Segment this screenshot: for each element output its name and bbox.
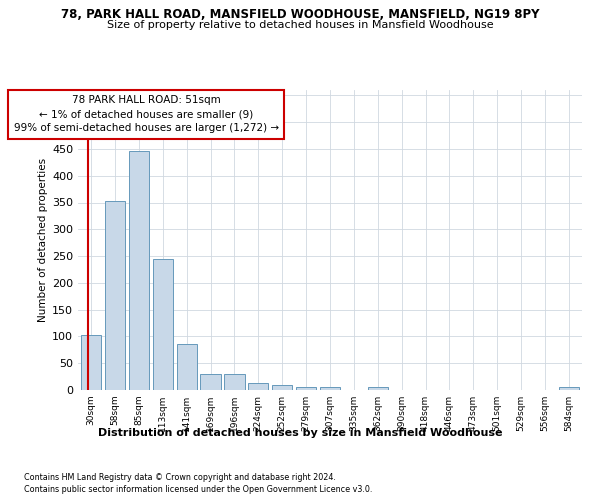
Bar xyxy=(176,344,197,390)
Bar xyxy=(200,374,221,390)
Bar xyxy=(129,150,149,390)
Text: Distribution of detached houses by size in Mansfield Woodhouse: Distribution of detached houses by size … xyxy=(98,428,502,438)
Bar xyxy=(368,388,388,390)
Bar xyxy=(296,388,316,390)
Bar xyxy=(81,336,101,390)
Bar xyxy=(559,388,579,390)
Bar xyxy=(272,385,292,390)
Text: 78 PARK HALL ROAD: 51sqm
← 1% of detached houses are smaller (9)
99% of semi-det: 78 PARK HALL ROAD: 51sqm ← 1% of detache… xyxy=(14,96,278,134)
Bar xyxy=(105,201,125,390)
Bar xyxy=(152,260,173,390)
Text: Size of property relative to detached houses in Mansfield Woodhouse: Size of property relative to detached ho… xyxy=(107,20,493,30)
Bar xyxy=(320,388,340,390)
Text: Contains HM Land Registry data © Crown copyright and database right 2024.: Contains HM Land Registry data © Crown c… xyxy=(24,472,336,482)
Bar xyxy=(224,374,245,390)
Y-axis label: Number of detached properties: Number of detached properties xyxy=(38,158,48,322)
Text: 78, PARK HALL ROAD, MANSFIELD WOODHOUSE, MANSFIELD, NG19 8PY: 78, PARK HALL ROAD, MANSFIELD WOODHOUSE,… xyxy=(61,8,539,20)
Text: Contains public sector information licensed under the Open Government Licence v3: Contains public sector information licen… xyxy=(24,485,373,494)
Bar xyxy=(248,383,268,390)
